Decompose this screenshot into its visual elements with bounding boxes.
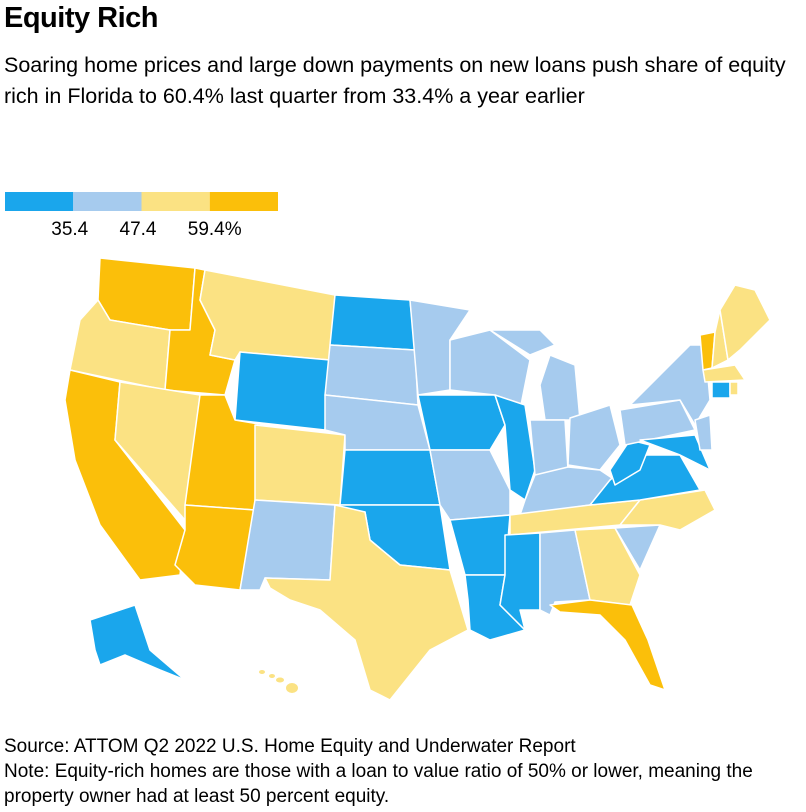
note: Note: Equity-rich homes are those with a… <box>4 761 753 807</box>
state <box>529 419 569 476</box>
state <box>729 381 739 396</box>
state <box>429 449 511 521</box>
legend-swatch <box>141 192 210 211</box>
state <box>254 424 346 506</box>
state <box>539 354 581 421</box>
state <box>639 434 711 471</box>
state <box>549 599 666 691</box>
state <box>711 381 731 399</box>
legend-tick-label: 47.4 <box>120 219 157 240</box>
legend-swatch <box>73 192 142 211</box>
map: 35.4 47.4 59.4% <box>5 192 771 701</box>
state <box>449 514 511 576</box>
footer: Source: ATTOM Q2 2022 U.S. Home Equity a… <box>4 734 804 809</box>
legend-swatch <box>5 192 74 211</box>
subtitle: Soaring home prices and large down payme… <box>4 53 786 108</box>
state <box>239 499 336 591</box>
state <box>694 414 713 451</box>
state <box>97 257 196 331</box>
state <box>417 394 506 451</box>
source: Source: ATTOM Q2 2022 U.S. Home Equity a… <box>4 736 576 757</box>
state <box>489 329 556 356</box>
legend-swatch <box>209 192 278 211</box>
legend-tick-label: 35.4 <box>51 219 88 240</box>
legend: 35.4 47.4 59.4% <box>5 192 278 240</box>
state <box>89 604 186 681</box>
state <box>614 524 661 571</box>
state <box>339 449 441 506</box>
title: Equity Rich <box>4 2 159 34</box>
state <box>199 269 336 361</box>
state <box>574 527 641 606</box>
state <box>234 351 331 431</box>
state <box>567 404 621 471</box>
state <box>329 294 416 351</box>
state <box>264 504 469 701</box>
legend-tick-label: 59.4% <box>188 219 242 240</box>
state <box>619 399 696 446</box>
state <box>719 284 771 361</box>
state <box>259 670 298 693</box>
state <box>702 364 746 383</box>
states <box>64 257 771 701</box>
